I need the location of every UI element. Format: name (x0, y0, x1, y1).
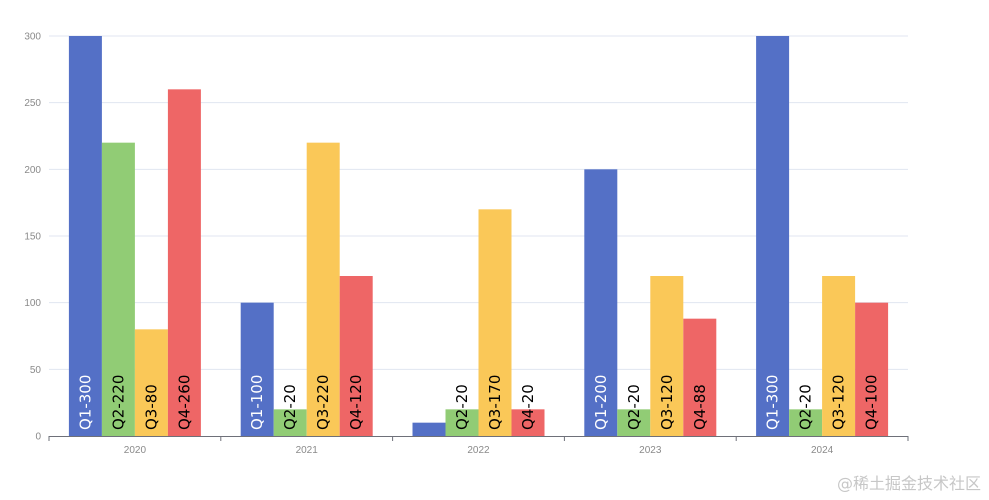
data-label: Q2-20 (625, 384, 643, 430)
y-tick-label: 300 (24, 32, 41, 43)
data-label: Q1-300 (76, 375, 94, 430)
x-tick-label: 2020 (124, 445, 147, 456)
x-tick-label: 2021 (296, 445, 319, 456)
bar-q4-2024 (855, 302, 889, 436)
y-tick-label: 200 (24, 165, 41, 176)
bar-q1-2021 (240, 302, 274, 436)
data-label: Q4-100 (863, 375, 881, 430)
y-tick-label: 250 (24, 98, 41, 109)
bar-q2-2020 (101, 142, 135, 436)
bar-q2-2022 (445, 409, 479, 436)
bar-q1-2024 (756, 36, 790, 436)
y-tick-label: 150 (24, 232, 41, 243)
data-label: Q2-20 (453, 384, 471, 430)
bar-q3-2022 (478, 209, 512, 436)
data-label: Q3-120 (658, 375, 676, 430)
bar-q3-2023 (650, 276, 684, 436)
y-tick-label: 50 (30, 365, 42, 376)
data-label: Q2-20 (797, 384, 815, 430)
bar-q4-2023 (683, 318, 717, 436)
bar-q1-2023 (584, 169, 618, 437)
data-label: Q3-170 (486, 375, 504, 430)
y-tick-label: 100 (24, 298, 41, 309)
data-label: Q3-80 (142, 384, 160, 430)
bar-q3-2024 (822, 276, 856, 436)
x-tick-label: 2022 (467, 445, 490, 456)
data-label: Q4-88 (691, 384, 709, 430)
y-tick-label: 0 (35, 432, 41, 443)
data-label: Q2-220 (109, 375, 127, 430)
data-label: Q1-100 (248, 375, 266, 430)
x-tick-label: 2023 (639, 445, 662, 456)
data-label: Q4-20 (519, 384, 537, 430)
data-label: Q3-220 (314, 375, 332, 430)
data-label: Q4-120 (347, 375, 365, 430)
bar-q4-2022 (511, 409, 545, 436)
bar-q1-2020 (68, 36, 102, 436)
watermark: @稀土掘金技术社区 (836, 474, 981, 493)
data-label: Q3-120 (830, 375, 848, 430)
bar-q4-2021 (339, 276, 373, 436)
bar-q3-2021 (306, 142, 340, 436)
bar-q3-2020 (134, 329, 168, 436)
bar-q1-2022 (412, 422, 446, 436)
data-label: Q1-300 (764, 375, 782, 430)
bar-q2-2021 (273, 409, 307, 436)
x-tick-label: 2024 (811, 445, 834, 456)
data-label: Q1-200 (592, 375, 610, 430)
bar-q4-2020 (167, 89, 201, 436)
bar-q2-2024 (789, 409, 823, 436)
bar-q2-2023 (617, 409, 651, 436)
data-label: Q2-20 (281, 384, 299, 430)
data-label: Q4-260 (175, 375, 193, 430)
